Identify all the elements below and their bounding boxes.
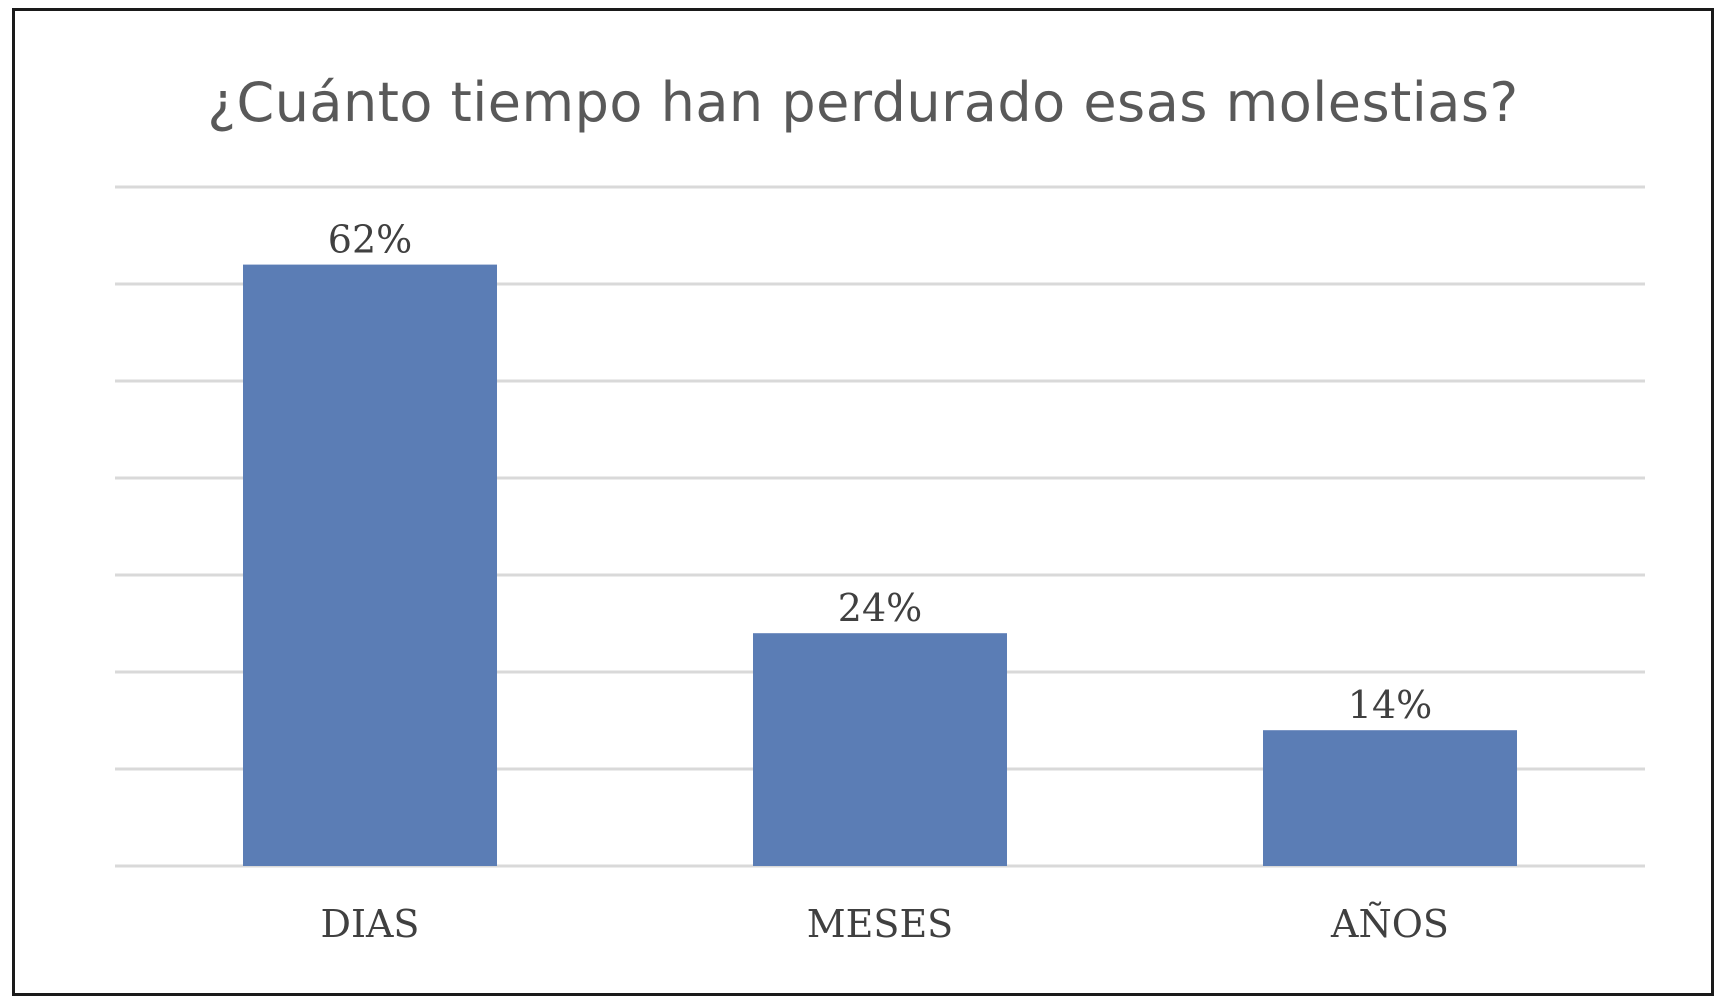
category-label-años: AÑOS: [1330, 902, 1449, 946]
bar-dias: [243, 264, 497, 867]
data-labels: 62% 24% 14%: [328, 218, 1432, 728]
category-label-dias: DIAS: [321, 902, 420, 946]
data-label-meses: 24%: [838, 586, 922, 630]
chart-title: ¿Cuánto tiempo han perdurado esas molest…: [207, 71, 1519, 134]
data-label-dias: 62%: [328, 218, 412, 262]
bar-años: [1263, 730, 1517, 866]
bars: [243, 264, 1517, 867]
data-label-años: 14%: [1348, 683, 1432, 727]
category-axis-labels: DIAS MESES AÑOS: [321, 902, 1449, 946]
category-label-meses: MESES: [807, 902, 953, 946]
bar-meses: [753, 633, 1007, 866]
